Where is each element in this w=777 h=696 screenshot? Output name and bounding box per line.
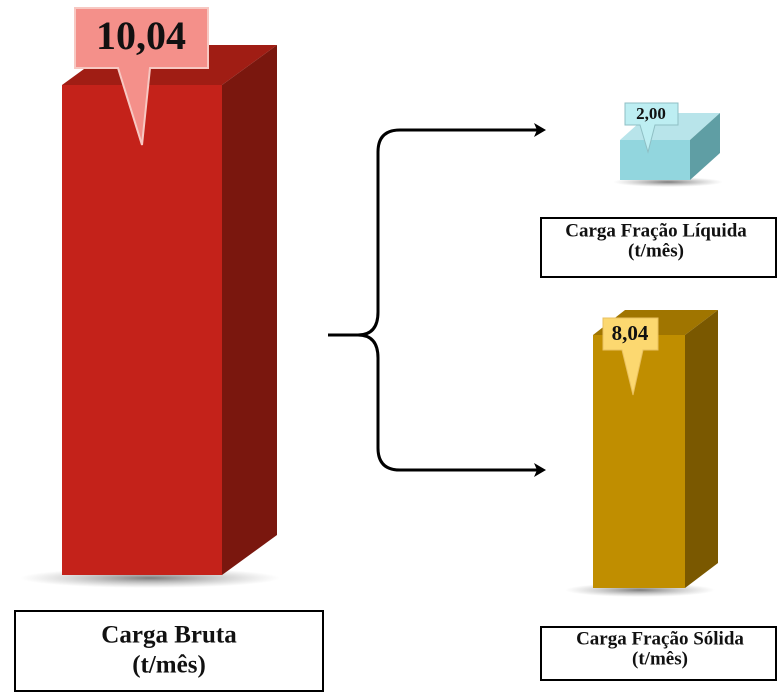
- callout-solida: 8,04: [602, 317, 659, 396]
- label-unit: (t/mês): [132, 652, 206, 679]
- label-unit: (t/mês): [632, 648, 688, 669]
- arrow-head: [534, 463, 546, 477]
- label-name: Carga Fração Líquida: [565, 220, 747, 241]
- callout-liquida: 2,00: [624, 102, 679, 154]
- label-unit: (t/mês): [628, 240, 684, 261]
- callout-bruta: 10,04: [74, 7, 209, 146]
- brace: [328, 128, 538, 472]
- value-label: 10,04: [96, 13, 186, 58]
- bar-solida: [565, 310, 718, 597]
- label-name: Carga Fração Sólida: [576, 628, 744, 649]
- label-name: Carga Bruta: [101, 622, 237, 649]
- label-solida: Carga Fração Sólida (t/mês): [540, 626, 777, 681]
- arrow-head: [534, 123, 546, 137]
- value-label: 8,04: [612, 321, 649, 345]
- value-label: 2,00: [636, 104, 666, 123]
- bar-bruta: [20, 45, 280, 588]
- label-liquida: Carga Fração Líquida (t/mês): [540, 217, 777, 278]
- label-bruta: Carga Bruta (t/mês): [14, 610, 324, 692]
